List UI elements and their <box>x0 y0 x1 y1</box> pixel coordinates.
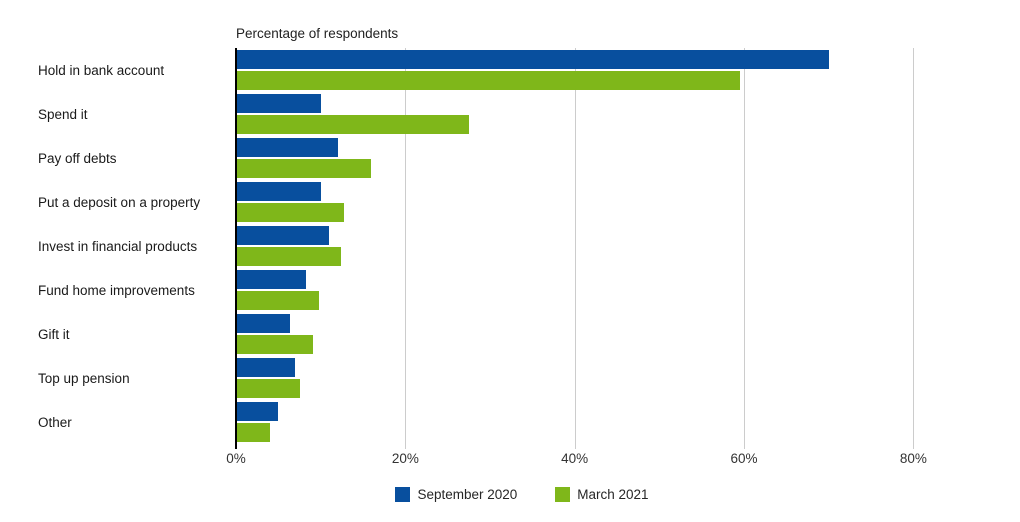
category-label: Top up pension <box>38 370 130 386</box>
x-tick-label: 40% <box>561 451 589 466</box>
bar-september-2020 <box>236 270 307 289</box>
x-gridline <box>405 48 407 449</box>
bar-march-2021 <box>236 247 341 266</box>
legend-item: September 2020 <box>395 487 517 502</box>
bar-group <box>236 400 965 444</box>
bar-september-2020 <box>236 94 321 113</box>
bar-september-2020 <box>236 358 296 377</box>
legend-label: March 2021 <box>577 487 649 502</box>
plot-area <box>235 48 965 449</box>
bar-group <box>236 268 965 312</box>
bar-march-2021 <box>236 379 300 398</box>
x-gridline <box>744 48 745 449</box>
category-label: Hold in bank account <box>38 62 165 78</box>
x-tick-label: 80% <box>899 451 927 466</box>
bar-march-2021 <box>236 291 319 310</box>
legend-item: March 2021 <box>555 487 649 502</box>
bar-september-2020 <box>236 182 321 201</box>
category-label: Other <box>38 414 72 430</box>
category-label: Fund home improvements <box>38 282 195 298</box>
bar-group <box>236 180 965 224</box>
legend-label: September 2020 <box>417 487 518 502</box>
bar-september-2020 <box>236 50 829 69</box>
x-tick-label: 60% <box>730 451 758 466</box>
x-gridline <box>574 48 576 449</box>
category-label: Pay off debts <box>38 150 117 166</box>
x-tick-label: 20% <box>391 451 419 466</box>
bar-march-2021 <box>236 423 270 442</box>
category-label: Spend it <box>38 106 88 122</box>
bar-september-2020 <box>236 138 338 157</box>
category-label: Gift it <box>38 326 70 342</box>
bar-group <box>236 48 965 92</box>
bar-september-2020 <box>236 226 330 245</box>
legend: September 2020 March 2021 <box>0 487 1020 502</box>
bar-group <box>236 224 965 268</box>
x-gridline <box>913 48 915 449</box>
bar-march-2021 <box>236 159 372 178</box>
bar-group <box>236 312 965 356</box>
bar-group <box>236 136 965 180</box>
bar-september-2020 <box>236 402 279 421</box>
y-axis-line <box>235 48 237 449</box>
bar-group <box>236 356 965 400</box>
legend-swatch <box>555 487 571 502</box>
x-tick-label: 0% <box>226 451 246 466</box>
bar-september-2020 <box>236 314 291 333</box>
category-label: Put a deposit on a property <box>38 194 201 210</box>
bar-march-2021 <box>236 203 344 222</box>
bar-march-2021 <box>236 335 314 354</box>
chart-title: Percentage of respondents <box>236 26 399 41</box>
category-labels: Hold in bank account Spend it Pay off debt… <box>38 48 230 444</box>
bar-group <box>236 92 965 136</box>
bar-march-2021 <box>236 71 740 90</box>
category-label: Invest in financial products <box>38 238 198 254</box>
x-axis-labels: 0% 20% 40% 60% 80% <box>226 451 965 469</box>
bar-march-2021 <box>236 115 469 134</box>
legend-swatch <box>395 487 411 502</box>
